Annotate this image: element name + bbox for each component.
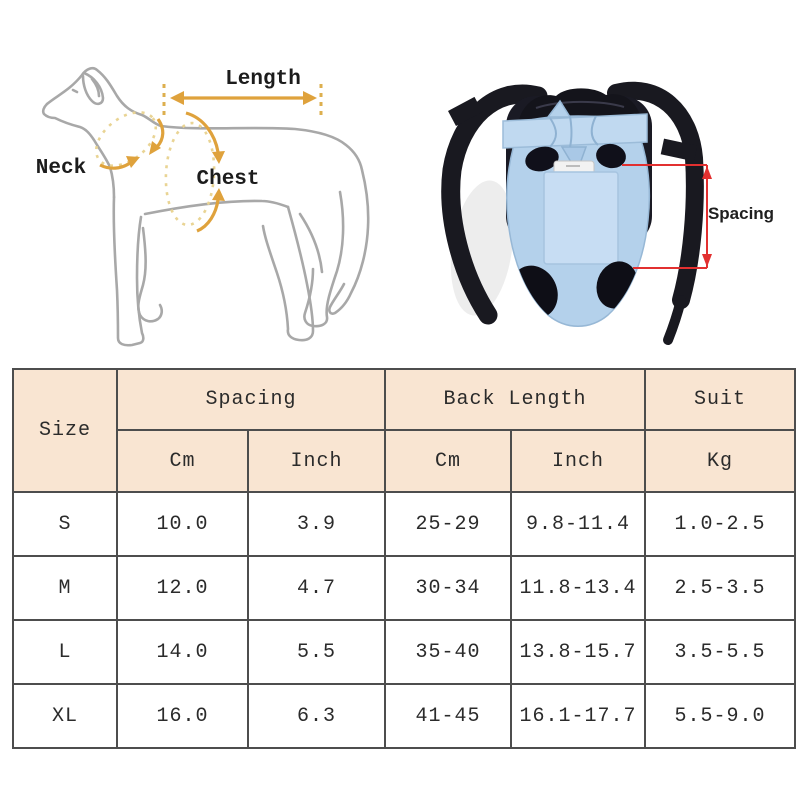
size-cell: M (12, 555, 118, 621)
header-group-spacing: Spacing (115, 368, 387, 431)
dog-belly (143, 199, 290, 216)
chest-label: Chest (196, 168, 259, 191)
value-cell: 16.1-17.7 (510, 683, 647, 749)
knot-folds (549, 115, 599, 148)
right-strap-buckle (660, 138, 698, 162)
tie-end-left (546, 99, 572, 118)
neck-curved-arrow (99, 161, 131, 170)
dog-ear-inner (90, 77, 101, 98)
value-cell: 2.5-3.5 (644, 555, 797, 621)
arm-hole-right (596, 143, 626, 169)
carrier-product-photo: Spacing (400, 0, 800, 366)
left-strap (441, 84, 548, 325)
header-suit-kg: Kg (644, 429, 797, 493)
chest-girth-dashed-ellipse (164, 121, 216, 227)
header-spacing-cm: Cm (116, 429, 249, 493)
chest-bottom-arrow (196, 199, 220, 233)
dog-hind-leg (261, 205, 315, 342)
header-group-suit: Suit (644, 368, 797, 431)
value-cell: 10.0 (116, 491, 249, 557)
value-cell: 11.8-13.4 (510, 555, 647, 621)
spacing-arrow-up (702, 166, 712, 179)
front-arm-holes (525, 143, 626, 172)
neck-arrowhead (126, 156, 140, 168)
withers-curved-arrow (155, 118, 165, 149)
dog-ear (81, 71, 105, 106)
value-cell: 5.5 (246, 619, 387, 685)
header-back-cm: Cm (384, 429, 513, 493)
dog-eye (71, 88, 79, 94)
waist-band (502, 113, 648, 149)
header-group-back-length: Back Length (384, 368, 647, 431)
header-spacing-inch: Inch (246, 429, 387, 493)
measurement-annotations (94, 84, 323, 233)
size-cell: L (12, 619, 118, 685)
dog-thigh-line (298, 212, 324, 274)
spacing-arrow-down (702, 254, 712, 267)
dog-front-leg (112, 195, 145, 347)
value-cell: 14.0 (116, 619, 249, 685)
value-cell: 5.5-9.0 (644, 683, 797, 749)
value-cell: 12.0 (116, 555, 249, 621)
size-row-xl: XL 16.0 6.3 41-45 16.1-17.7 5.5-9.0 (12, 683, 797, 749)
dog-outline-drawing (41, 66, 370, 347)
front-pocket (543, 171, 619, 265)
value-cell: 4.7 (246, 555, 387, 621)
top-flap-sheen (535, 100, 625, 109)
measurement-guide-section: Length Neck Chest (0, 0, 800, 366)
length-arrowhead-left (170, 91, 184, 105)
value-cell: 3.9 (246, 491, 387, 557)
carrier-photo-svg: Spacing (441, 81, 774, 345)
chest-top-arrow (185, 111, 220, 153)
value-cell: 41-45 (384, 683, 513, 749)
value-cell: 25-29 (384, 491, 513, 557)
length-arrowhead-right (303, 91, 317, 105)
arm-hole-left (525, 146, 559, 172)
dog-head-back-tail (45, 66, 370, 315)
value-cell: 35-40 (384, 619, 513, 685)
value-cell: 9.8-11.4 (510, 491, 647, 557)
header-back-inch: Inch (510, 429, 647, 493)
dog-measurement-diagram: Length Neck Chest (0, 0, 400, 366)
chest-bottom-arrowhead (212, 188, 225, 201)
chest-top-arrowhead (212, 151, 225, 164)
size-cell: XL (12, 683, 118, 749)
size-chart: Size Spacing Back Length Suit Cm Inch Cm… (12, 368, 797, 749)
size-row-l: L 14.0 5.5 35-40 13.8-15.7 3.5-5.5 (12, 619, 797, 685)
value-cell: 13.8-15.7 (510, 619, 647, 685)
table-unit-header-row: Cm Inch Cm Inch Kg (13, 429, 797, 493)
table-group-header-row: Size Spacing Back Length Suit (12, 368, 797, 493)
neck-girth-dashed-ellipse (94, 111, 158, 167)
left-strap-buckle (448, 96, 483, 126)
knot-hanging-fold (560, 146, 588, 174)
value-cell: 30-34 (384, 555, 513, 621)
dog-diagram-svg: Length Neck Chest (36, 66, 370, 347)
size-cell: S (12, 491, 118, 557)
value-cell: 6.3 (246, 683, 387, 749)
header-size: Size (12, 368, 118, 493)
length-label: Length (225, 68, 301, 91)
spacing-measure-bracket (622, 164, 708, 269)
size-row-m: M 12.0 4.7 30-34 11.8-13.4 2.5-3.5 (12, 555, 797, 621)
dog-muzzle-neck (41, 102, 116, 199)
value-cell: 1.0-2.5 (644, 491, 797, 557)
neck-label: Neck (36, 157, 86, 180)
dog-hind-leg-far (303, 190, 345, 328)
dog-front-leg-far (137, 226, 164, 323)
value-cell: 16.0 (116, 683, 249, 749)
size-row-s: S 10.0 3.9 25-29 9.8-11.4 1.0-2.5 (12, 491, 797, 557)
withers-arrowhead (149, 141, 161, 155)
value-cell: 3.5-5.5 (644, 619, 797, 685)
right-strap-tail (663, 295, 686, 345)
size-chart-table: Size Spacing Back Length Suit Cm Inch Cm… (12, 368, 797, 749)
spacing-label: Spacing (708, 204, 774, 223)
